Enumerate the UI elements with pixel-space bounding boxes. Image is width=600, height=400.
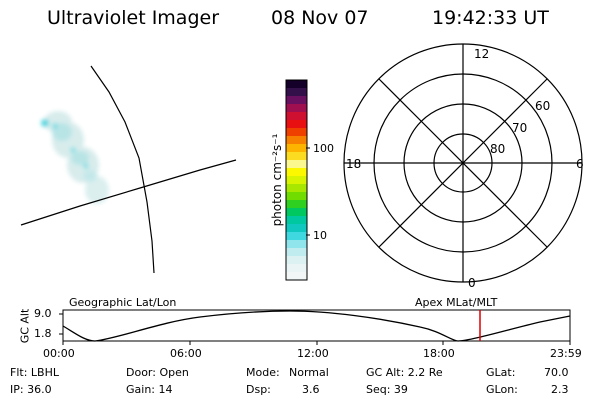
seq-info: Seq: 39	[366, 383, 408, 396]
time-label: 19:42:33 UT	[432, 7, 549, 29]
dsp-value: 3.6	[302, 383, 320, 396]
timeline-tick-2359: 23:59	[550, 347, 582, 360]
mlt-label-12: 12	[474, 47, 490, 61]
timeline-tick-1800: 18:00	[423, 347, 455, 360]
glat-value: 70.0	[544, 366, 569, 379]
glon-value: 2.3	[551, 383, 569, 396]
colorbar	[285, 79, 310, 281]
door-info: Door: Open	[126, 366, 189, 379]
lat-label-70: 70	[512, 121, 528, 135]
colorbar-unit-label: photon cm⁻²s⁻¹	[270, 133, 284, 227]
timeline-ylabel: GC Alt	[18, 308, 32, 344]
mode-value: Normal	[289, 366, 329, 379]
mode-label: Mode:	[246, 366, 280, 379]
timeline-right-title: Apex MLat/MLT	[415, 296, 498, 309]
timeline-tick-1200: 12:00	[297, 347, 329, 360]
latitude-line	[20, 159, 237, 226]
timeline-ymin: 1.8	[34, 327, 52, 340]
timeline-left-title: Geographic Lat/Lon	[69, 296, 177, 309]
timeline-tick-0600: 06:00	[170, 347, 202, 360]
lat-label-60: 60	[535, 99, 551, 113]
mlt-label-0: 0	[468, 276, 476, 290]
gc-alt-info: GC Alt: 2.2 Re	[366, 366, 443, 379]
timeline-ymax: 9.0	[34, 307, 52, 320]
glon-label: GLon:	[486, 383, 518, 396]
ip-info: IP: 36.0	[10, 383, 52, 396]
polar-plot	[343, 43, 583, 283]
altitude-timeline	[59, 309, 571, 345]
gain-info: Gain: 14	[126, 383, 173, 396]
longitude-line	[90, 65, 155, 274]
filter-info: Flt: LBHL	[10, 366, 59, 379]
dsp-label: Dsp:	[246, 383, 271, 396]
altitude-curve	[62, 310, 571, 342]
timeline-tick-0000: 00:00	[43, 347, 75, 360]
colorbar-tick-10: 10	[313, 229, 327, 242]
mlt-label-6: 6	[576, 157, 584, 171]
aurora-image	[41, 111, 109, 204]
lat-label-80: 80	[490, 142, 506, 156]
colorbar-tick-100: 100	[313, 142, 334, 155]
glat-label: GLat:	[486, 366, 516, 379]
mlt-label-18: 18	[346, 157, 362, 171]
instrument-title: Ultraviolet Imager	[47, 7, 220, 29]
date-label: 08 Nov 07	[271, 7, 369, 29]
